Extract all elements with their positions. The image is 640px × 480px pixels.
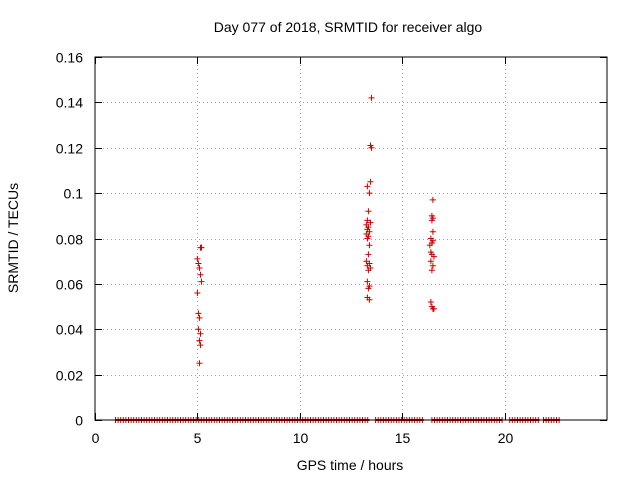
plot-frame <box>94 56 608 421</box>
y-tick-label: 0.12 <box>56 141 83 157</box>
data-point <box>429 228 436 235</box>
y-tick-label: 0.08 <box>56 232 83 248</box>
grid <box>95 57 607 420</box>
y-tick-label: 0.04 <box>56 322 83 338</box>
data-point <box>430 305 437 312</box>
data-point <box>197 271 204 278</box>
data-point <box>367 178 374 185</box>
data-point <box>197 330 204 337</box>
chart-title: Day 077 of 2018, SRMTID for receiver alg… <box>214 19 483 35</box>
data-point <box>367 219 374 226</box>
x-tick-label: 5 <box>194 430 202 446</box>
data-point <box>196 337 203 344</box>
data-point <box>195 260 202 267</box>
y-tick-label: 0.14 <box>56 95 83 111</box>
y-tick-label: 0 <box>75 413 83 429</box>
x-axis-label: GPS time / hours <box>297 457 404 473</box>
x-tick-label: 20 <box>498 430 514 446</box>
y-tick-label: 0.06 <box>56 277 83 293</box>
data-point <box>368 94 375 101</box>
y-axis-ticks: 0 0.02 0.04 0.06 0.08 0.1 0.12 0.14 0.16 <box>56 50 607 429</box>
data-point <box>197 342 204 349</box>
data-point <box>366 242 373 249</box>
data-point <box>429 196 436 203</box>
x-tick-label: 0 <box>92 430 100 446</box>
data-point <box>194 289 201 296</box>
data-point <box>363 258 370 265</box>
data-point <box>364 235 371 242</box>
data-point <box>366 296 373 303</box>
x-tick-label: 10 <box>293 430 309 446</box>
data-point <box>427 299 434 306</box>
data-point <box>196 314 203 321</box>
data-point <box>365 267 372 274</box>
data-point <box>195 310 202 317</box>
data-point <box>196 264 203 271</box>
data-point <box>366 190 373 197</box>
data-point <box>198 278 205 285</box>
data-point <box>194 255 201 262</box>
data-point <box>364 217 371 224</box>
data-point <box>429 262 436 269</box>
data-point <box>364 278 371 285</box>
data-point <box>428 217 435 224</box>
x-axis-ticks: 0 5 10 15 20 <box>92 57 514 446</box>
data-point <box>428 267 435 274</box>
y-tick-label: 0.02 <box>56 368 83 384</box>
data-point <box>197 244 204 251</box>
y-tick-label: 0.16 <box>56 50 83 66</box>
y-axis-label: SRMTID / TECUs <box>5 183 21 293</box>
data-point <box>365 251 372 258</box>
data-point <box>365 208 372 215</box>
data-point <box>196 360 203 367</box>
data-point <box>364 262 371 269</box>
data-point <box>368 144 375 151</box>
data-point <box>426 242 433 249</box>
y-tick-label: 0.1 <box>64 186 84 202</box>
data-point <box>366 228 373 235</box>
x-tick-label: 15 <box>395 430 411 446</box>
data-point <box>195 326 202 333</box>
data-point <box>427 258 434 265</box>
data-point <box>365 285 372 292</box>
data-point <box>364 183 371 190</box>
data-point <box>430 253 437 260</box>
data-points <box>194 94 437 367</box>
